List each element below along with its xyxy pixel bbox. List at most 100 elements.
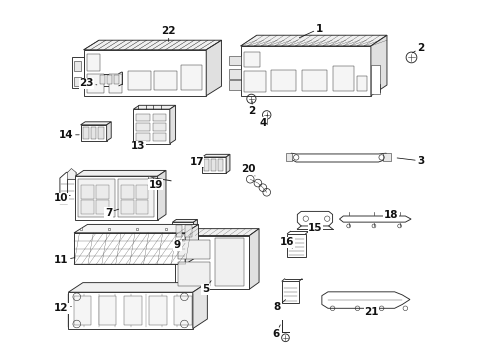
Polygon shape <box>60 172 76 204</box>
Polygon shape <box>100 75 104 84</box>
Polygon shape <box>152 123 165 131</box>
Polygon shape <box>86 73 104 93</box>
Text: 3: 3 <box>396 156 424 166</box>
Text: 23: 23 <box>80 78 97 89</box>
Polygon shape <box>114 75 119 84</box>
Polygon shape <box>157 170 165 220</box>
Text: 7: 7 <box>104 208 119 217</box>
Polygon shape <box>72 58 83 88</box>
Polygon shape <box>135 185 148 199</box>
Polygon shape <box>74 233 185 264</box>
Polygon shape <box>297 211 332 226</box>
Text: 5: 5 <box>202 281 211 294</box>
Polygon shape <box>332 66 353 91</box>
Polygon shape <box>154 71 177 90</box>
Polygon shape <box>75 170 165 176</box>
Text: 6: 6 <box>272 325 280 339</box>
Text: 9: 9 <box>174 239 183 250</box>
Polygon shape <box>74 224 198 233</box>
Polygon shape <box>229 69 240 78</box>
Text: 17: 17 <box>189 157 203 168</box>
Polygon shape <box>149 296 166 325</box>
Polygon shape <box>211 159 216 171</box>
Polygon shape <box>107 75 112 84</box>
Text: 18: 18 <box>383 210 397 220</box>
Polygon shape <box>68 292 192 329</box>
Polygon shape <box>96 185 108 199</box>
Polygon shape <box>321 292 409 308</box>
Polygon shape <box>271 70 296 91</box>
Polygon shape <box>81 122 111 125</box>
Text: 2: 2 <box>248 101 255 116</box>
Polygon shape <box>178 240 210 259</box>
Text: 20: 20 <box>241 164 255 176</box>
Polygon shape <box>152 114 165 121</box>
Polygon shape <box>99 73 119 86</box>
Polygon shape <box>74 296 91 325</box>
Polygon shape <box>86 54 100 71</box>
Text: 8: 8 <box>273 300 285 312</box>
Polygon shape <box>287 234 305 257</box>
Text: 4: 4 <box>259 115 267 127</box>
Polygon shape <box>282 281 299 303</box>
Polygon shape <box>185 224 198 264</box>
Polygon shape <box>96 201 108 214</box>
Polygon shape <box>83 50 206 96</box>
Polygon shape <box>78 179 114 217</box>
Text: 10: 10 <box>54 193 70 203</box>
Polygon shape <box>244 52 259 67</box>
Polygon shape <box>204 159 209 171</box>
Polygon shape <box>152 133 165 140</box>
Polygon shape <box>240 46 370 96</box>
Polygon shape <box>185 225 192 238</box>
Polygon shape <box>169 105 175 144</box>
Polygon shape <box>174 296 191 325</box>
Polygon shape <box>206 40 221 96</box>
Polygon shape <box>291 153 386 162</box>
Polygon shape <box>181 65 202 90</box>
Polygon shape <box>357 76 366 91</box>
Polygon shape <box>249 229 259 289</box>
Polygon shape <box>192 283 207 329</box>
Text: 2: 2 <box>411 43 424 53</box>
Polygon shape <box>82 127 88 139</box>
Polygon shape <box>74 77 81 86</box>
Polygon shape <box>229 55 240 65</box>
Polygon shape <box>133 109 169 144</box>
Polygon shape <box>383 153 390 161</box>
Text: 11: 11 <box>54 256 75 265</box>
Polygon shape <box>174 229 259 235</box>
Polygon shape <box>240 35 386 46</box>
Polygon shape <box>121 185 134 199</box>
Polygon shape <box>218 159 223 171</box>
Polygon shape <box>67 168 76 179</box>
Polygon shape <box>370 65 380 94</box>
Polygon shape <box>193 220 197 240</box>
Polygon shape <box>81 185 94 199</box>
Polygon shape <box>133 105 175 109</box>
Polygon shape <box>135 201 148 214</box>
Polygon shape <box>172 222 193 240</box>
Polygon shape <box>244 71 265 92</box>
Polygon shape <box>202 157 225 173</box>
Polygon shape <box>98 127 104 139</box>
Text: 12: 12 <box>54 303 71 313</box>
Text: 19: 19 <box>148 180 163 190</box>
Polygon shape <box>175 225 182 238</box>
Polygon shape <box>136 133 150 140</box>
Polygon shape <box>83 40 221 50</box>
Polygon shape <box>81 125 106 141</box>
Text: 22: 22 <box>161 26 176 41</box>
Polygon shape <box>339 216 410 222</box>
Text: 16: 16 <box>280 237 294 248</box>
Polygon shape <box>174 235 249 289</box>
Polygon shape <box>108 73 122 93</box>
Polygon shape <box>301 70 326 91</box>
Polygon shape <box>178 262 210 286</box>
Polygon shape <box>74 61 81 71</box>
Polygon shape <box>172 220 197 222</box>
Text: 21: 21 <box>364 307 378 317</box>
Polygon shape <box>148 176 153 182</box>
Polygon shape <box>124 296 141 325</box>
Text: 13: 13 <box>130 141 145 151</box>
